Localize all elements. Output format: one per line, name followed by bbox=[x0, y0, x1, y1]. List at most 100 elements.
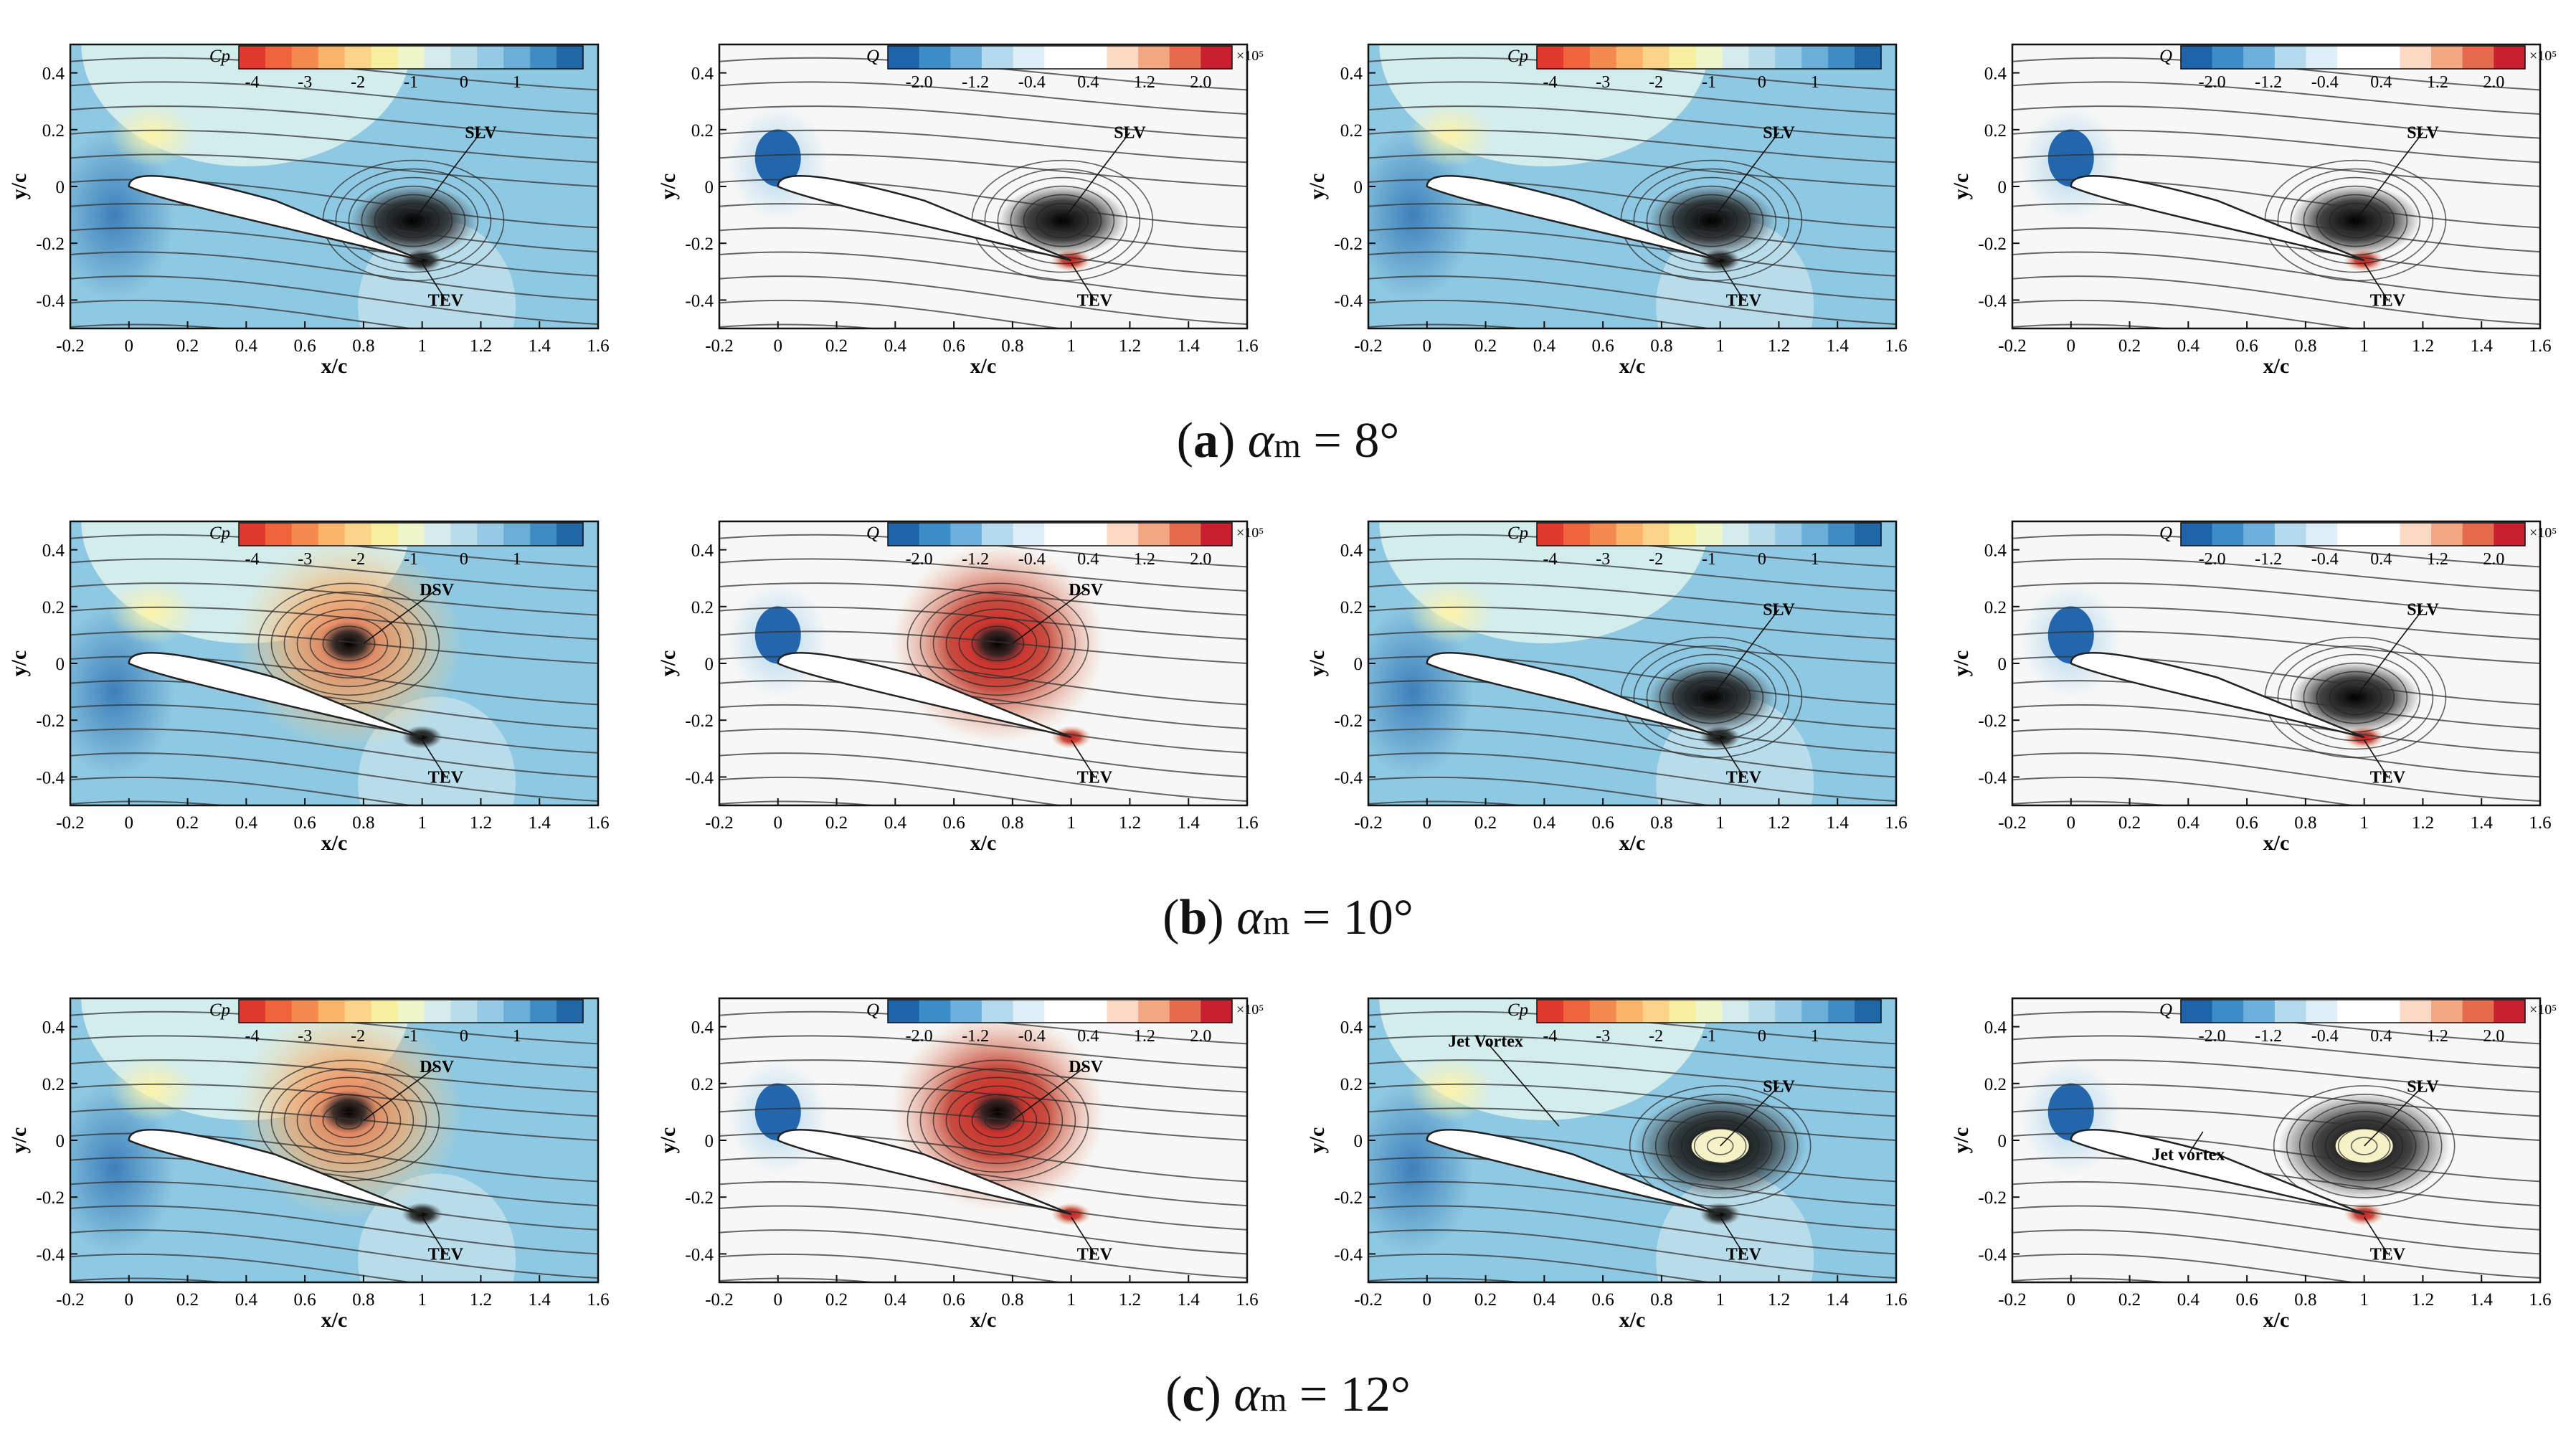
colorbar-tick: 2.0 bbox=[2483, 1027, 2504, 1046]
colorbar-tick: 0.4 bbox=[2370, 550, 2392, 569]
airfoil bbox=[128, 175, 423, 262]
colorbar-tick: -3 bbox=[298, 550, 312, 569]
colorbar-scale: ×10⁵ bbox=[2529, 1002, 2557, 1018]
x-tick-label: -0.2 bbox=[705, 336, 734, 356]
y-tick-label: 0.2 bbox=[691, 121, 714, 141]
plot-panel-a-1: Cp -4 -3 -2 -1 0 1 -0.2 0 0.2 0.4 0.6 0.8 1 1.2 1.4 1.6 0… bbox=[7, 43, 610, 378]
airfoil bbox=[2070, 1129, 2365, 1216]
y-tick-label: 0.4 bbox=[1340, 541, 1363, 561]
colorbar-tick: 0.4 bbox=[2370, 1027, 2392, 1046]
y-tick-label: -0.4 bbox=[1334, 768, 1363, 787]
x-tick-label: 0.8 bbox=[352, 336, 374, 356]
y-tick-label: 0 bbox=[1354, 655, 1363, 674]
colorbar-tick: -0.4 bbox=[1018, 1027, 1046, 1046]
x-tick-label: 1.2 bbox=[2412, 813, 2434, 833]
x-tick-label: 0 bbox=[774, 1290, 783, 1310]
x-axis-label: x/c bbox=[321, 1308, 348, 1332]
x-axis-label: x/c bbox=[321, 354, 348, 378]
colorbar-tick: -4 bbox=[1543, 550, 1557, 569]
x-tick-label: 1.4 bbox=[1827, 1290, 1850, 1310]
colorbar-tick: -2.0 bbox=[906, 1027, 933, 1046]
colorbar-tick: 2.0 bbox=[1190, 1027, 1211, 1046]
colorbar-tick: -4 bbox=[1543, 73, 1557, 92]
colorbar-label: Q bbox=[2159, 47, 2172, 66]
colorbar-label: Cp bbox=[209, 47, 230, 66]
x-tick-label: 0.4 bbox=[235, 336, 258, 356]
y-tick-label: 0.2 bbox=[1984, 121, 2007, 141]
y-axis-label: y/c bbox=[1305, 1127, 1329, 1154]
colorbar-tick: 1 bbox=[513, 73, 521, 92]
colorbar-scale: ×10⁵ bbox=[1236, 525, 1264, 541]
x-tick-label: 0.2 bbox=[2118, 336, 2141, 356]
x-tick-label: 0.8 bbox=[1001, 813, 1023, 833]
y-axis-label: y/c bbox=[1949, 174, 1973, 200]
plot-panel-a-3: Cp -4 -3 -2 -1 0 1 -0.2 0 0.2 0.4 0.6 0.8 1 1.2 1.4 1.6 0… bbox=[1305, 43, 1908, 378]
x-tick-label: 1.2 bbox=[1768, 1290, 1790, 1310]
colorbar-label: Cp bbox=[209, 524, 230, 543]
airfoil bbox=[128, 652, 423, 739]
x-tick-label: 0.2 bbox=[176, 336, 199, 356]
vortex-label: SLV bbox=[2407, 601, 2439, 620]
x-tick-label: 0.8 bbox=[352, 813, 374, 833]
x-tick-label: 0.2 bbox=[825, 813, 848, 833]
vortex-label: TEV bbox=[2370, 291, 2406, 310]
x-tick-label: -0.2 bbox=[705, 1290, 734, 1310]
x-tick-label: 0.2 bbox=[176, 1290, 199, 1310]
airfoil bbox=[1426, 1129, 1721, 1216]
y-tick-label: 0.2 bbox=[42, 598, 65, 617]
x-tick-label: 1.6 bbox=[1885, 336, 1907, 356]
y-tick-label: 0 bbox=[705, 1132, 714, 1151]
y-axis-label: y/c bbox=[7, 174, 31, 200]
x-tick-label: -0.2 bbox=[1998, 813, 2027, 833]
x-tick-label: 1.2 bbox=[1119, 813, 1141, 833]
y-tick-label: 0.4 bbox=[42, 541, 65, 561]
colorbar-tick: -2 bbox=[1649, 550, 1663, 569]
y-tick-label: 0.4 bbox=[1340, 65, 1363, 84]
colorbar-tick: -4 bbox=[1543, 1027, 1557, 1046]
x-tick-label: -0.2 bbox=[1998, 336, 2027, 356]
y-axis-label: y/c bbox=[656, 174, 680, 200]
x-tick-label: 0.6 bbox=[2235, 1290, 2258, 1310]
colorbar-tick: -2.0 bbox=[2199, 73, 2226, 92]
airfoil bbox=[2070, 652, 2365, 739]
x-tick-label: 0.4 bbox=[884, 336, 907, 356]
x-tick-label: 1 bbox=[2359, 336, 2369, 356]
y-tick-label: -0.4 bbox=[36, 768, 65, 787]
x-tick-label: 0.4 bbox=[2177, 1290, 2200, 1310]
vortex-label: SLV bbox=[2407, 124, 2439, 143]
colorbar-tick: -2.0 bbox=[906, 550, 933, 569]
y-tick-label: -0.2 bbox=[685, 1188, 714, 1208]
x-tick-label: 0.6 bbox=[942, 1290, 965, 1310]
x-tick-label: 0.4 bbox=[2177, 336, 2200, 356]
y-axis-label: y/c bbox=[7, 650, 31, 677]
y-tick-label: -0.4 bbox=[1978, 291, 2007, 311]
y-tick-label: -0.2 bbox=[685, 711, 714, 731]
vortex-label: TEV bbox=[1077, 1245, 1113, 1264]
plot-panel-c-2: Q -2.0 -1.2 -0.4 0.4 1.2 2.0 ×10⁵ -0.2 0 0.2 0.4 0.6… bbox=[656, 997, 1264, 1332]
x-tick-label: 0.8 bbox=[1650, 813, 1672, 833]
x-tick-label: 0.8 bbox=[1001, 1290, 1023, 1310]
x-tick-label: 1.6 bbox=[2529, 1290, 2551, 1310]
y-tick-label: -0.4 bbox=[1334, 1245, 1363, 1264]
colorbar-tick: -3 bbox=[1596, 73, 1610, 92]
colorbar-tick: -0.4 bbox=[1018, 73, 1046, 92]
colorbar-label: Cp bbox=[1507, 1000, 1528, 1020]
x-tick-label: -0.2 bbox=[1354, 813, 1383, 833]
x-tick-label: 1.6 bbox=[1236, 813, 1258, 833]
y-tick-label: 0 bbox=[1354, 1132, 1363, 1151]
x-axis-label: x/c bbox=[2263, 354, 2290, 378]
colorbar-tick: 0 bbox=[460, 73, 468, 92]
x-tick-label: 1.2 bbox=[470, 336, 492, 356]
x-tick-label: -0.2 bbox=[705, 813, 734, 833]
y-tick-label: 0 bbox=[1998, 178, 2007, 197]
colorbar-tick: 0.4 bbox=[2370, 73, 2392, 92]
x-tick-label: 0.6 bbox=[293, 813, 316, 833]
x-axis-label: x/c bbox=[1619, 831, 1646, 855]
x-tick-label: 0.8 bbox=[1001, 336, 1023, 356]
plot-panel-b-2: Q -2.0 -1.2 -0.4 0.4 1.2 2.0 ×10⁵ -0.2 0 0.2 0.4 0.6… bbox=[656, 520, 1264, 855]
vortex-label: TEV bbox=[1726, 291, 1762, 310]
y-tick-label: 0.2 bbox=[1340, 598, 1363, 617]
colorbar-tick: 2.0 bbox=[2483, 73, 2504, 92]
x-axis-label: x/c bbox=[321, 831, 348, 855]
x-tick-label: 1 bbox=[417, 813, 427, 833]
